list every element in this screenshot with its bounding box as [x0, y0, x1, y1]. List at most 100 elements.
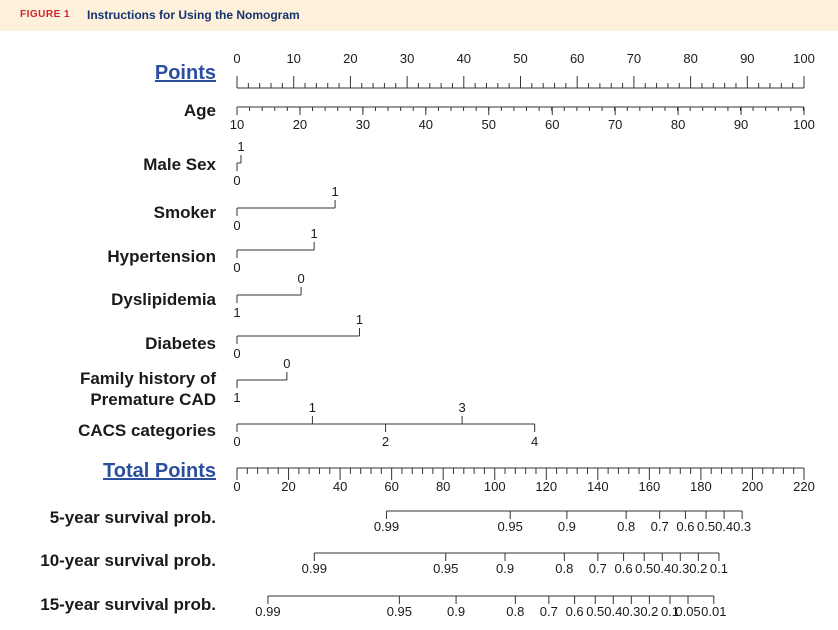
outcome-value-15-year-survival-prob-: 0.1: [661, 604, 679, 619]
predictor-value-diabetes: 1: [356, 312, 363, 327]
points-tick-label: 20: [343, 51, 357, 66]
total-tick-label: 140: [587, 479, 609, 494]
outcome-value-10-year-survival-prob-: 0.95: [433, 561, 458, 576]
points-tick-label: 30: [400, 51, 414, 66]
predictor-value-age: 30: [356, 117, 370, 132]
predictor-value-dyslipidemia: 1: [233, 305, 240, 320]
predictor-value-cacs-categories: 2: [382, 434, 389, 449]
points-tick-label: 100: [793, 51, 815, 66]
outcome-value-5-year-survival-prob-: 0.7: [651, 519, 669, 534]
outcome-value-5-year-survival-prob-: 0.6: [676, 519, 694, 534]
predictor-name-smoker: Smoker: [154, 203, 217, 222]
figure-header: FIGURE 1 Instructions for Using the Nomo…: [0, 0, 838, 31]
predictor-value-age: 70: [608, 117, 622, 132]
predictor-name-diabetes: Diabetes: [145, 334, 216, 353]
predictor-value-age: 80: [671, 117, 685, 132]
outcome-value-15-year-survival-prob-: 0.05: [675, 604, 700, 619]
points-tick-label: 10: [286, 51, 300, 66]
outcome-value-5-year-survival-prob-: 0.99: [374, 519, 399, 534]
outcome-name-10-year-survival-prob-: 10-year survival prob.: [40, 551, 216, 570]
outcome-value-15-year-survival-prob-: 0.01: [701, 604, 726, 619]
predictor-value-male-sex: 1: [237, 139, 244, 154]
predictor-value-age: 10: [230, 117, 244, 132]
outcome-value-15-year-survival-prob-: 0.95: [387, 604, 412, 619]
points-tick-label: 90: [740, 51, 754, 66]
outcome-value-5-year-survival-prob-: 0.9: [558, 519, 576, 534]
outcome-value-10-year-survival-prob-: 0.1: [710, 561, 728, 576]
outcome-value-5-year-survival-prob-: 0.5: [697, 519, 715, 534]
predictor-value-age: 50: [482, 117, 496, 132]
total-points-axis-title: Total Points: [103, 460, 216, 482]
points-tick-label: 50: [513, 51, 527, 66]
total-tick-label: 200: [742, 479, 764, 494]
predictor-value-family-history-of-premature-cad: 0: [283, 356, 290, 371]
outcome-value-10-year-survival-prob-: 0.9: [496, 561, 514, 576]
outcome-name-5-year-survival-prob-: 5-year survival prob.: [50, 508, 216, 527]
figure-label: FIGURE 1: [20, 9, 71, 20]
predictor-value-age: 40: [419, 117, 433, 132]
total-tick-label: 0: [233, 479, 240, 494]
predictor-value-age: 20: [293, 117, 307, 132]
outcome-value-10-year-survival-prob-: 0.2: [689, 561, 707, 576]
outcome-value-5-year-survival-prob-: 0.4: [715, 519, 733, 534]
predictor-value-age: 100: [793, 117, 815, 132]
predictor-name-hypertension: Hypertension: [107, 247, 216, 266]
predictor-value-dyslipidemia: 0: [297, 271, 304, 286]
outcome-value-15-year-survival-prob-: 0.6: [566, 604, 584, 619]
outcome-value-10-year-survival-prob-: 0.99: [302, 561, 327, 576]
predictor-value-smoker: 0: [233, 218, 240, 233]
predictor-value-smoker: 1: [331, 184, 338, 199]
outcome-value-5-year-survival-prob-: 0.3: [733, 519, 751, 534]
total-tick-label: 60: [384, 479, 398, 494]
points-tick-label: 0: [233, 51, 240, 66]
points-axis-title: Points: [155, 62, 216, 84]
outcome-value-5-year-survival-prob-: 0.8: [617, 519, 635, 534]
outcome-value-15-year-survival-prob-: 0.99: [255, 604, 280, 619]
total-tick-label: 80: [436, 479, 450, 494]
predictor-value-hypertension: 0: [233, 260, 240, 275]
figure-title: Instructions for Using the Nomogram: [87, 8, 300, 22]
total-tick-label: 160: [639, 479, 661, 494]
total-tick-label: 40: [333, 479, 347, 494]
outcome-value-15-year-survival-prob-: 0.3: [622, 604, 640, 619]
predictor-name-family-history-of-premature-cad: Premature CAD: [90, 390, 216, 409]
outcome-value-15-year-survival-prob-: 0.5: [586, 604, 604, 619]
outcome-value-15-year-survival-prob-: 0.2: [640, 604, 658, 619]
predictor-value-diabetes: 0: [233, 346, 240, 361]
outcome-value-5-year-survival-prob-: 0.95: [498, 519, 523, 534]
total-tick-label: 180: [690, 479, 712, 494]
outcome-value-15-year-survival-prob-: 0.4: [604, 604, 622, 619]
outcome-value-10-year-survival-prob-: 0.5: [635, 561, 653, 576]
predictor-value-male-sex: 0: [233, 173, 240, 188]
predictor-name-cacs-categories: CACS categories: [78, 421, 216, 440]
predictor-value-family-history-of-premature-cad: 1: [233, 390, 240, 405]
points-tick-label: 70: [627, 51, 641, 66]
predictor-name-age: Age: [184, 101, 216, 120]
outcome-value-10-year-survival-prob-: 0.3: [671, 561, 689, 576]
outcome-value-10-year-survival-prob-: 0.8: [555, 561, 573, 576]
total-tick-label: 20: [281, 479, 295, 494]
outcome-value-15-year-survival-prob-: 0.9: [447, 604, 465, 619]
points-tick-label: 40: [457, 51, 471, 66]
predictor-name-family-history-of-premature-cad: Family history of: [80, 369, 216, 388]
points-tick-label: 60: [570, 51, 584, 66]
outcome-value-15-year-survival-prob-: 0.7: [540, 604, 558, 619]
predictor-value-age: 90: [734, 117, 748, 132]
predictor-value-cacs-categories: 0: [233, 434, 240, 449]
predictor-value-cacs-categories: 3: [458, 400, 465, 415]
predictor-value-cacs-categories: 4: [531, 434, 538, 449]
outcome-value-15-year-survival-prob-: 0.8: [506, 604, 524, 619]
predictor-value-cacs-categories: 1: [309, 400, 316, 415]
points-tick-label: 80: [683, 51, 697, 66]
total-tick-label: 120: [535, 479, 557, 494]
predictor-value-age: 60: [545, 117, 559, 132]
outcome-value-10-year-survival-prob-: 0.6: [615, 561, 633, 576]
total-tick-label: 220: [793, 479, 815, 494]
outcome-value-10-year-survival-prob-: 0.7: [589, 561, 607, 576]
total-tick-label: 100: [484, 479, 506, 494]
predictor-name-male-sex: Male Sex: [143, 155, 216, 174]
predictor-name-dyslipidemia: Dyslipidemia: [111, 290, 216, 309]
outcome-value-10-year-survival-prob-: 0.4: [653, 561, 671, 576]
predictor-value-hypertension: 1: [310, 226, 317, 241]
